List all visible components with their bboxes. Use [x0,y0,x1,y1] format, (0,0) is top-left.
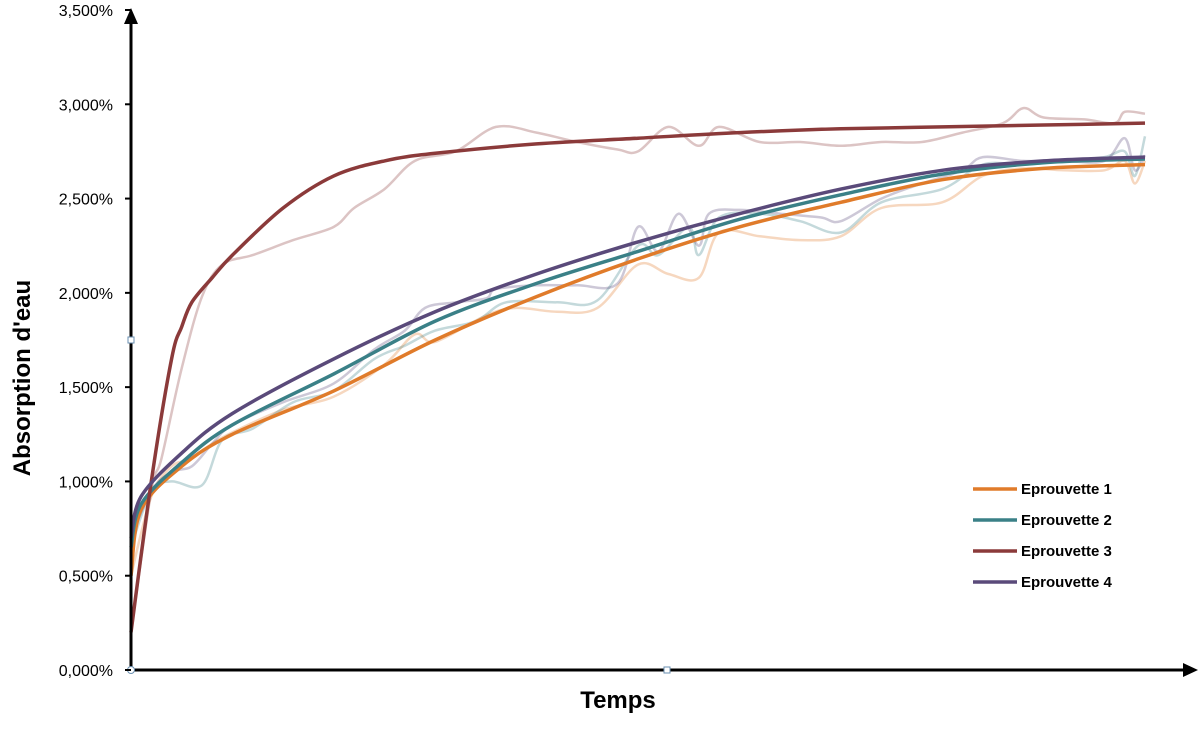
legend-label-2: Eprouvette 2 [1021,512,1112,529]
y-tick-label: 3,500% [59,3,113,20]
series-raw-line-1 [129,159,1147,577]
x-axis-arrow [1183,663,1198,677]
legend: Eprouvette 1 Eprouvette 2 Eprouvette 3 Epro… [973,481,1113,591]
series-raw-line-4 [129,136,1147,539]
legend-label-3: Eprouvette 3 [1021,543,1112,560]
y-axis-arrow [124,8,138,24]
trend-series-group [129,121,1146,633]
y-tick-labels: 0,000% 0,500% 1,000% 1,500% 2,000% 2,500% 3,00… [59,3,131,680]
y-axis-title: Absorption d'eau [9,280,36,476]
y-tick-label: 0,500% [59,569,113,586]
series-trend-line-3 [129,121,1146,633]
y-tick-label: 2,500% [59,192,113,209]
legend-label-4: Eprouvette 4 [1021,574,1113,591]
series-trend-line-1 [129,162,1146,576]
y-tick-label: 1,500% [59,380,113,397]
y-tick-label: 0,000% [59,663,113,680]
selection-handle-bottom[interactable] [663,666,671,674]
selection-handle-left[interactable] [127,336,135,344]
y-tick-label: 2,000% [59,286,113,303]
series-trend-line-4 [129,155,1146,539]
series-raw-line-2 [129,135,1147,548]
y-tick-label: 1,000% [59,474,113,491]
raw-series-group [129,106,1147,633]
y-tick-label: 3,000% [59,97,113,114]
x-axis-title: Temps [580,687,656,714]
series-raw-line-3 [129,106,1146,633]
legend-label-1: Eprouvette 1 [1021,481,1112,498]
series-trend-line-2 [129,157,1146,548]
